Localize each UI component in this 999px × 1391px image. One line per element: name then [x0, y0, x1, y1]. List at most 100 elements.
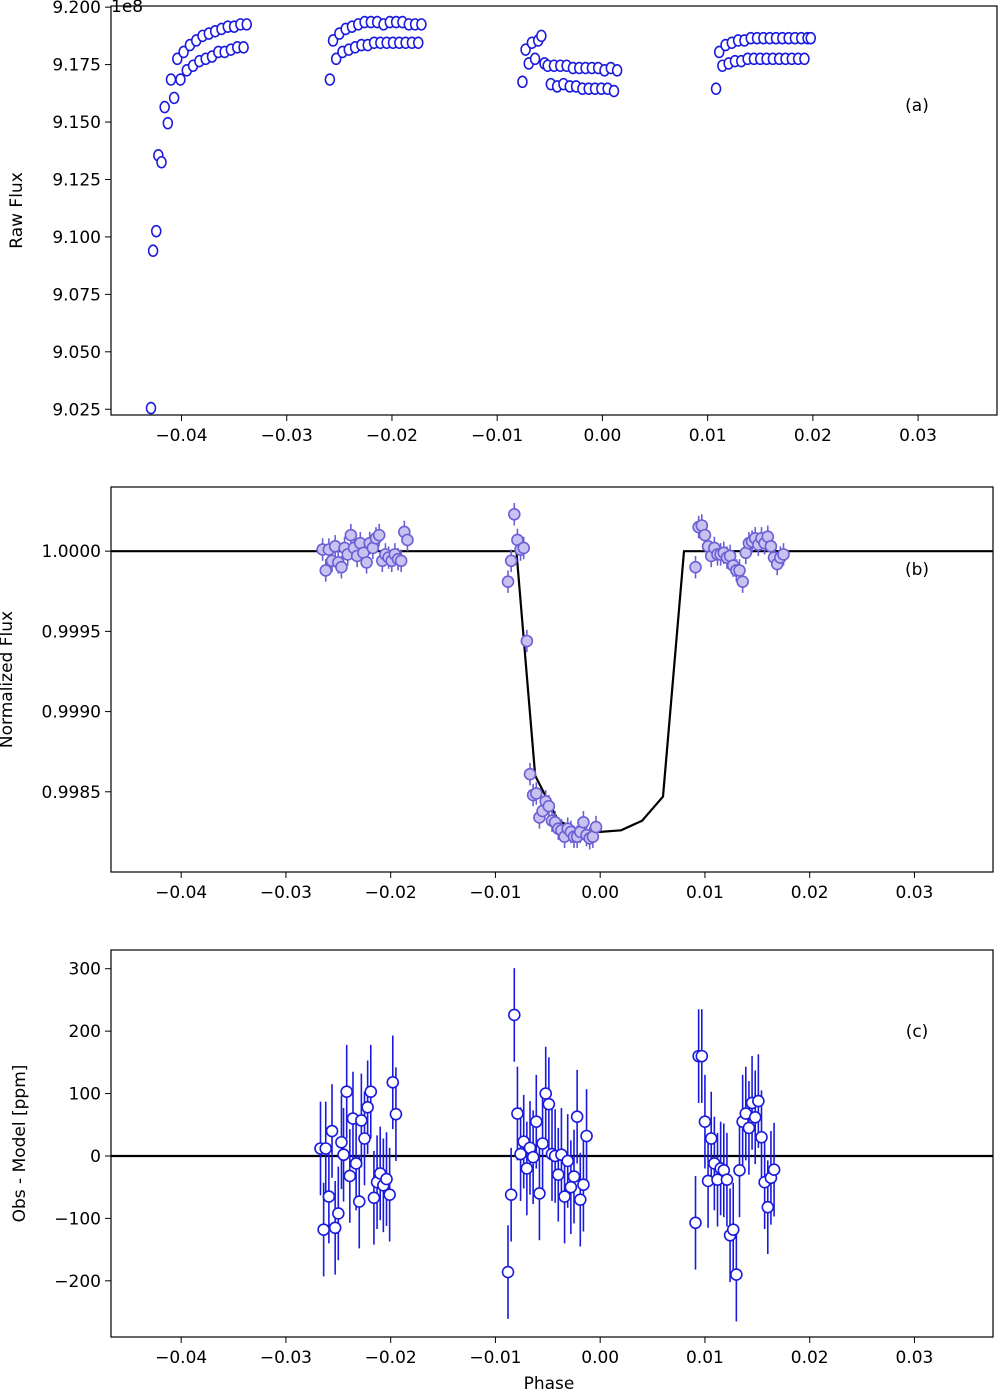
- x-tick-label: 0.00: [583, 426, 621, 446]
- data-point: [175, 73, 186, 86]
- y-tick-label: 9.025: [52, 400, 101, 420]
- data-point: [695, 1049, 709, 1063]
- x-tick-label: −0.04: [155, 1348, 207, 1368]
- data-point: [504, 554, 518, 568]
- data-point: [501, 1265, 515, 1279]
- data-point: [529, 52, 541, 66]
- data-point: [171, 52, 183, 66]
- data-point: [360, 556, 373, 569]
- data-point: [383, 1188, 396, 1201]
- data-point: [523, 767, 537, 781]
- data-point: [777, 548, 790, 561]
- data-point: [611, 64, 623, 77]
- data-point: [511, 1107, 524, 1120]
- y-tick-label: 300: [69, 960, 101, 980]
- y-tick-label: 9.100: [52, 228, 101, 248]
- x-tick-label: −0.03: [260, 883, 312, 903]
- panel-b-frame: [110, 486, 994, 873]
- x-tick-label: 0.03: [896, 1348, 934, 1368]
- data-point: [567, 1170, 581, 1183]
- model-line: [111, 550, 993, 834]
- y-tick-label: 0.9990: [42, 703, 101, 723]
- data-point: [324, 73, 336, 86]
- y-tick-label: 9.150: [52, 113, 101, 133]
- data-point: [542, 799, 556, 813]
- y-axis-label: Raw Flux: [7, 172, 27, 249]
- data-point: [319, 564, 333, 577]
- data-point: [165, 73, 177, 86]
- x-tick-label: 0.01: [689, 426, 727, 446]
- data-point: [389, 1107, 403, 1121]
- data-point: [529, 787, 543, 800]
- data-point: [710, 82, 722, 96]
- data-point: [720, 1173, 734, 1187]
- x-tick-label: 0.00: [581, 883, 619, 903]
- data-point: [733, 1164, 746, 1177]
- data-point: [361, 1100, 374, 1114]
- y-offset-text: 1e8: [111, 0, 143, 17]
- data-point: [241, 18, 253, 31]
- data-point: [767, 1163, 781, 1177]
- data-point: [520, 634, 534, 648]
- x-tick-label: −0.02: [365, 883, 417, 903]
- y-tick-label: 200: [69, 1022, 101, 1042]
- data-point: [386, 1076, 400, 1089]
- y-axis-label: Obs - Model [ppm]: [10, 1065, 30, 1223]
- panel-c-frame: [110, 949, 994, 1338]
- y-tick-label: 9.075: [52, 285, 101, 305]
- data-point: [340, 1085, 353, 1098]
- y-tick-label: −200: [54, 1272, 101, 1292]
- data-point: [580, 1129, 593, 1143]
- data-point: [577, 1178, 590, 1191]
- data-point: [501, 575, 515, 588]
- data-point: [156, 155, 167, 169]
- x-tick-label: −0.04: [155, 426, 207, 446]
- y-tick-label: 9.200: [52, 0, 101, 18]
- x-tick-label: 0.01: [686, 1348, 724, 1368]
- data-point: [533, 1187, 546, 1200]
- data-point: [159, 100, 170, 114]
- x-tick-label: 0.02: [791, 1348, 829, 1368]
- data-point: [147, 244, 159, 258]
- panel-label: (b): [905, 560, 929, 580]
- panel-b: −0.04 −0.03 −0.02 −0.01 0.00 0.01 0.02 0.03 0.99…: [0, 486, 994, 903]
- data-point: [742, 1121, 756, 1135]
- x-tick-label: −0.01: [469, 883, 521, 903]
- panel-a: −0.04 −0.03 −0.02 −0.01 0.00 0.01 0.02 0.03 9.02…: [7, 0, 998, 446]
- y-tick-label: 9.050: [52, 343, 101, 363]
- y-tick-label: 1.0000: [42, 542, 101, 562]
- y-tick-label: 9.125: [52, 170, 101, 190]
- data-point: [178, 45, 189, 59]
- x-tick-label: −0.01: [471, 426, 523, 446]
- data-point: [344, 528, 358, 542]
- y-tick-label: 0.9995: [42, 622, 101, 642]
- x-tick-label: 0.02: [794, 426, 832, 446]
- data-point: [507, 1008, 521, 1022]
- y-axis-label: Normalized Flux: [0, 611, 17, 748]
- y-tick-label: −100: [54, 1209, 101, 1229]
- panel-a-data: [145, 15, 817, 415]
- data-point: [520, 43, 531, 56]
- data-point: [573, 1193, 587, 1206]
- data-point: [332, 1207, 345, 1220]
- data-point: [337, 1148, 350, 1162]
- data-point: [319, 1142, 333, 1155]
- data-point: [325, 1124, 339, 1138]
- y-tick-label: 9.175: [52, 56, 101, 76]
- x-axis-label: Phase: [524, 1374, 575, 1391]
- data-point: [558, 1190, 571, 1203]
- data-point: [317, 1223, 330, 1236]
- data-point: [698, 1115, 712, 1128]
- data-point: [517, 75, 528, 89]
- x-tick-label: −0.03: [260, 1348, 312, 1368]
- data-point: [752, 1094, 765, 1108]
- data-point: [330, 52, 342, 66]
- x-tick-label: −0.02: [366, 426, 418, 446]
- data-point: [764, 540, 778, 553]
- data-point: [401, 533, 414, 547]
- data-point: [761, 1200, 775, 1214]
- data-point: [367, 1191, 381, 1205]
- data-point: [704, 1132, 718, 1145]
- data-point: [608, 84, 620, 98]
